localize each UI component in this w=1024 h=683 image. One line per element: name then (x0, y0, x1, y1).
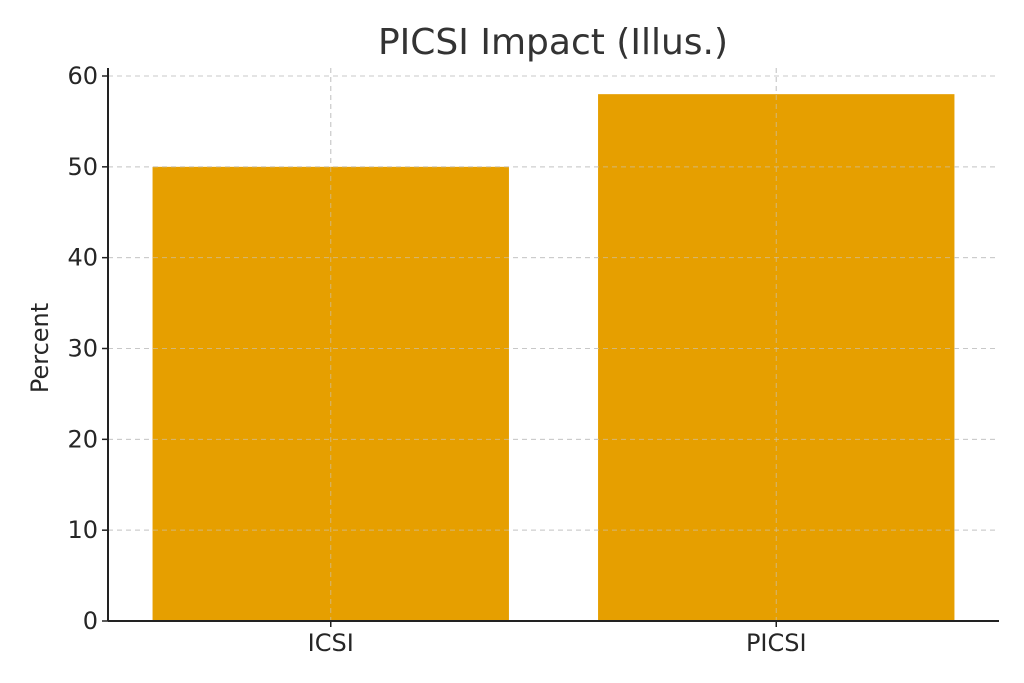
x-tick-label: PICSI (746, 629, 807, 657)
y-tick-label: 30 (67, 335, 98, 363)
y-tick-label: 0 (83, 607, 98, 635)
x-tick-label: ICSI (308, 629, 354, 657)
y-tick-label: 20 (67, 425, 98, 453)
label-layer: 0 10 20 30 40 50 60 ICSI PICSI (67, 62, 806, 657)
y-tick-label: 10 (67, 516, 98, 544)
y-tick-label: 50 (67, 153, 98, 181)
y-tick-label: 40 (67, 244, 98, 272)
y-axis-title: Percent (26, 303, 54, 393)
bar-layer (108, 68, 999, 622)
y-tick-label: 60 (67, 62, 98, 90)
chart-title: PICSI Impact (Illus.) (378, 22, 728, 63)
axis-layer (102, 68, 999, 627)
